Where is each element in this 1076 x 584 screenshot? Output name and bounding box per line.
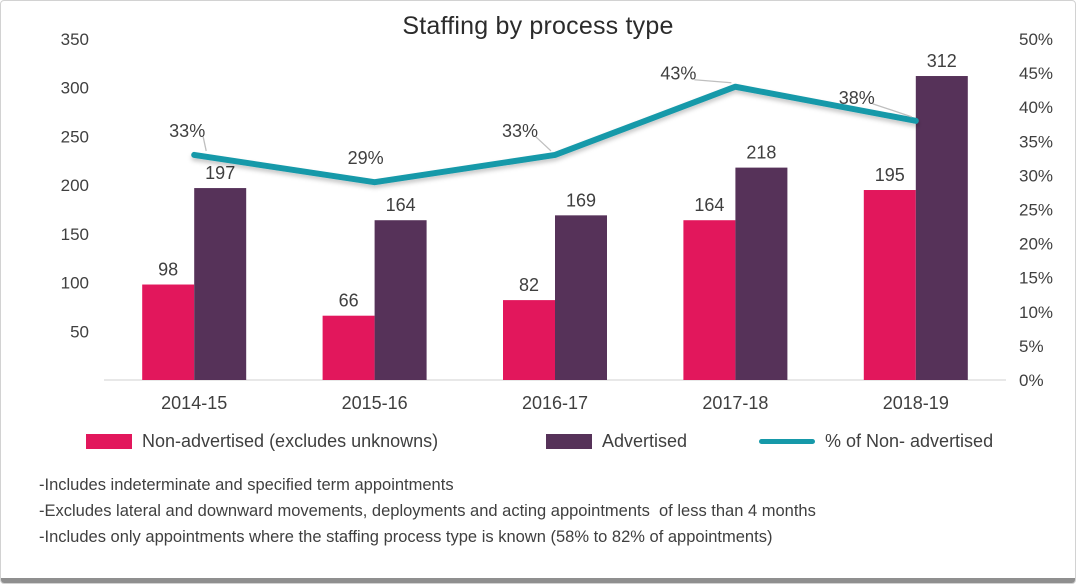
legend-label-pct-non-advertised: % of Non- advertised [825,431,994,451]
right-axis-tick: 20% [1019,235,1053,254]
legend-swatch-non-advertised [86,434,132,449]
right-axis-tick: 30% [1019,166,1053,185]
legend-swatch-advertised [546,434,592,449]
left-axis-tick: 350 [61,30,89,49]
bar-advertised-2015-16 [374,220,427,380]
bar-value-label: 197 [205,163,235,183]
category-label: 2016-17 [522,393,588,413]
pct-value-label: 33% [502,121,538,141]
bar-non-advertised-2018-19 [863,190,916,380]
bar-advertised-2016-17 [555,215,607,380]
bar-value-label: 164 [386,195,416,215]
bar-advertised-2018-19 [915,76,968,380]
bar-non-advertised-2016-17 [503,300,555,380]
bar-value-label: 195 [875,165,905,185]
bar-value-label: 98 [158,260,178,280]
bar-value-label: 164 [694,195,724,215]
category-label: 2018-19 [883,393,949,413]
pct-value-label: 33% [169,121,205,141]
footnote-line: -Excludes lateral and downward movements… [39,502,816,520]
pct-non-advertised-line [191,83,919,186]
right-axis-tick: 10% [1019,303,1053,322]
footnote-line: -Includes only appointments where the st… [39,528,773,546]
right-axis-tick: 25% [1019,201,1053,220]
label-leader-line [202,136,207,152]
category-label: 2015-16 [342,393,408,413]
category-label: 2014-15 [161,393,227,413]
legend-item-pct-non-advertised: % of Non- advertised [759,431,993,452]
legend-label-advertised: Advertised [602,431,688,451]
right-axis-tick: 15% [1019,269,1053,288]
label-leader-line [535,136,552,152]
right-axis-tick: 50% [1019,30,1053,49]
bar-value-label: 169 [566,190,596,210]
bar-value-label: 218 [746,143,776,163]
staffing-chart: 350 300 250 200 150 100 50 50% 45% 40% 35% 30% 25% 20… [61,30,1053,413]
right-axis-tick: 5% [1019,337,1044,356]
left-axis-tick: 200 [61,176,89,195]
bar-value-label: 312 [927,51,957,71]
left-axis-tick: 300 [61,79,89,98]
bar-non-advertised-2015-16 [322,315,375,380]
right-axis-tick: 35% [1019,132,1053,151]
bar-non-advertised-2014-15 [142,284,195,380]
legend-swatch-pct-line [759,439,815,444]
bar-non-advertised-2017-18 [683,220,736,380]
legend-item-non-advertised: Non-advertised (excludes unknowns) [86,431,438,452]
bar-value-label: 82 [519,275,539,295]
bar-value-label: 66 [339,291,359,311]
pct-value-label: 38% [839,88,875,108]
right-axis-tick: 40% [1019,98,1053,117]
left-axis-tick: 100 [61,274,89,293]
pct-value-label: 43% [660,64,696,84]
pct-value-label: 29% [348,148,384,168]
right-axis-tick: 0% [1019,371,1044,390]
right-axis-tick: 45% [1019,64,1053,83]
legend-label-non-advertised: Non-advertised (excludes unknowns) [142,431,439,451]
bar-advertised-2017-18 [735,167,788,380]
footnote-line: -Includes indeterminate and specified te… [39,476,454,494]
legend-item-advertised: Advertised [546,431,687,452]
category-label: 2017-18 [702,393,768,413]
window-bottom-edge [1,578,1075,583]
left-axis-tick: 250 [61,127,89,146]
label-leader-line [872,103,913,118]
chart-legend: Non-advertised (excludes unknowns) Adver… [1,431,1075,457]
left-axis-tick: 150 [61,225,89,244]
left-axis-tick: 50 [70,322,89,341]
chart-footnotes: -Includes indeterminate and specified te… [39,472,1055,550]
bar-advertised-2014-15 [194,188,247,380]
label-leader-line [694,79,732,84]
